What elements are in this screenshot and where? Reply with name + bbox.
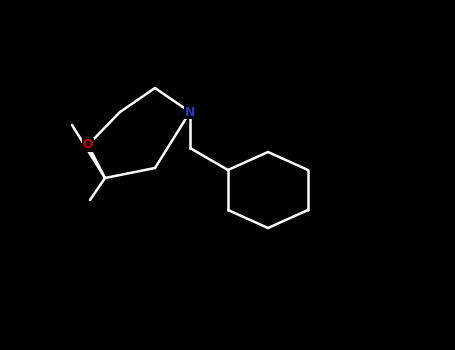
Text: N: N <box>185 105 195 119</box>
Text: O: O <box>83 139 93 152</box>
